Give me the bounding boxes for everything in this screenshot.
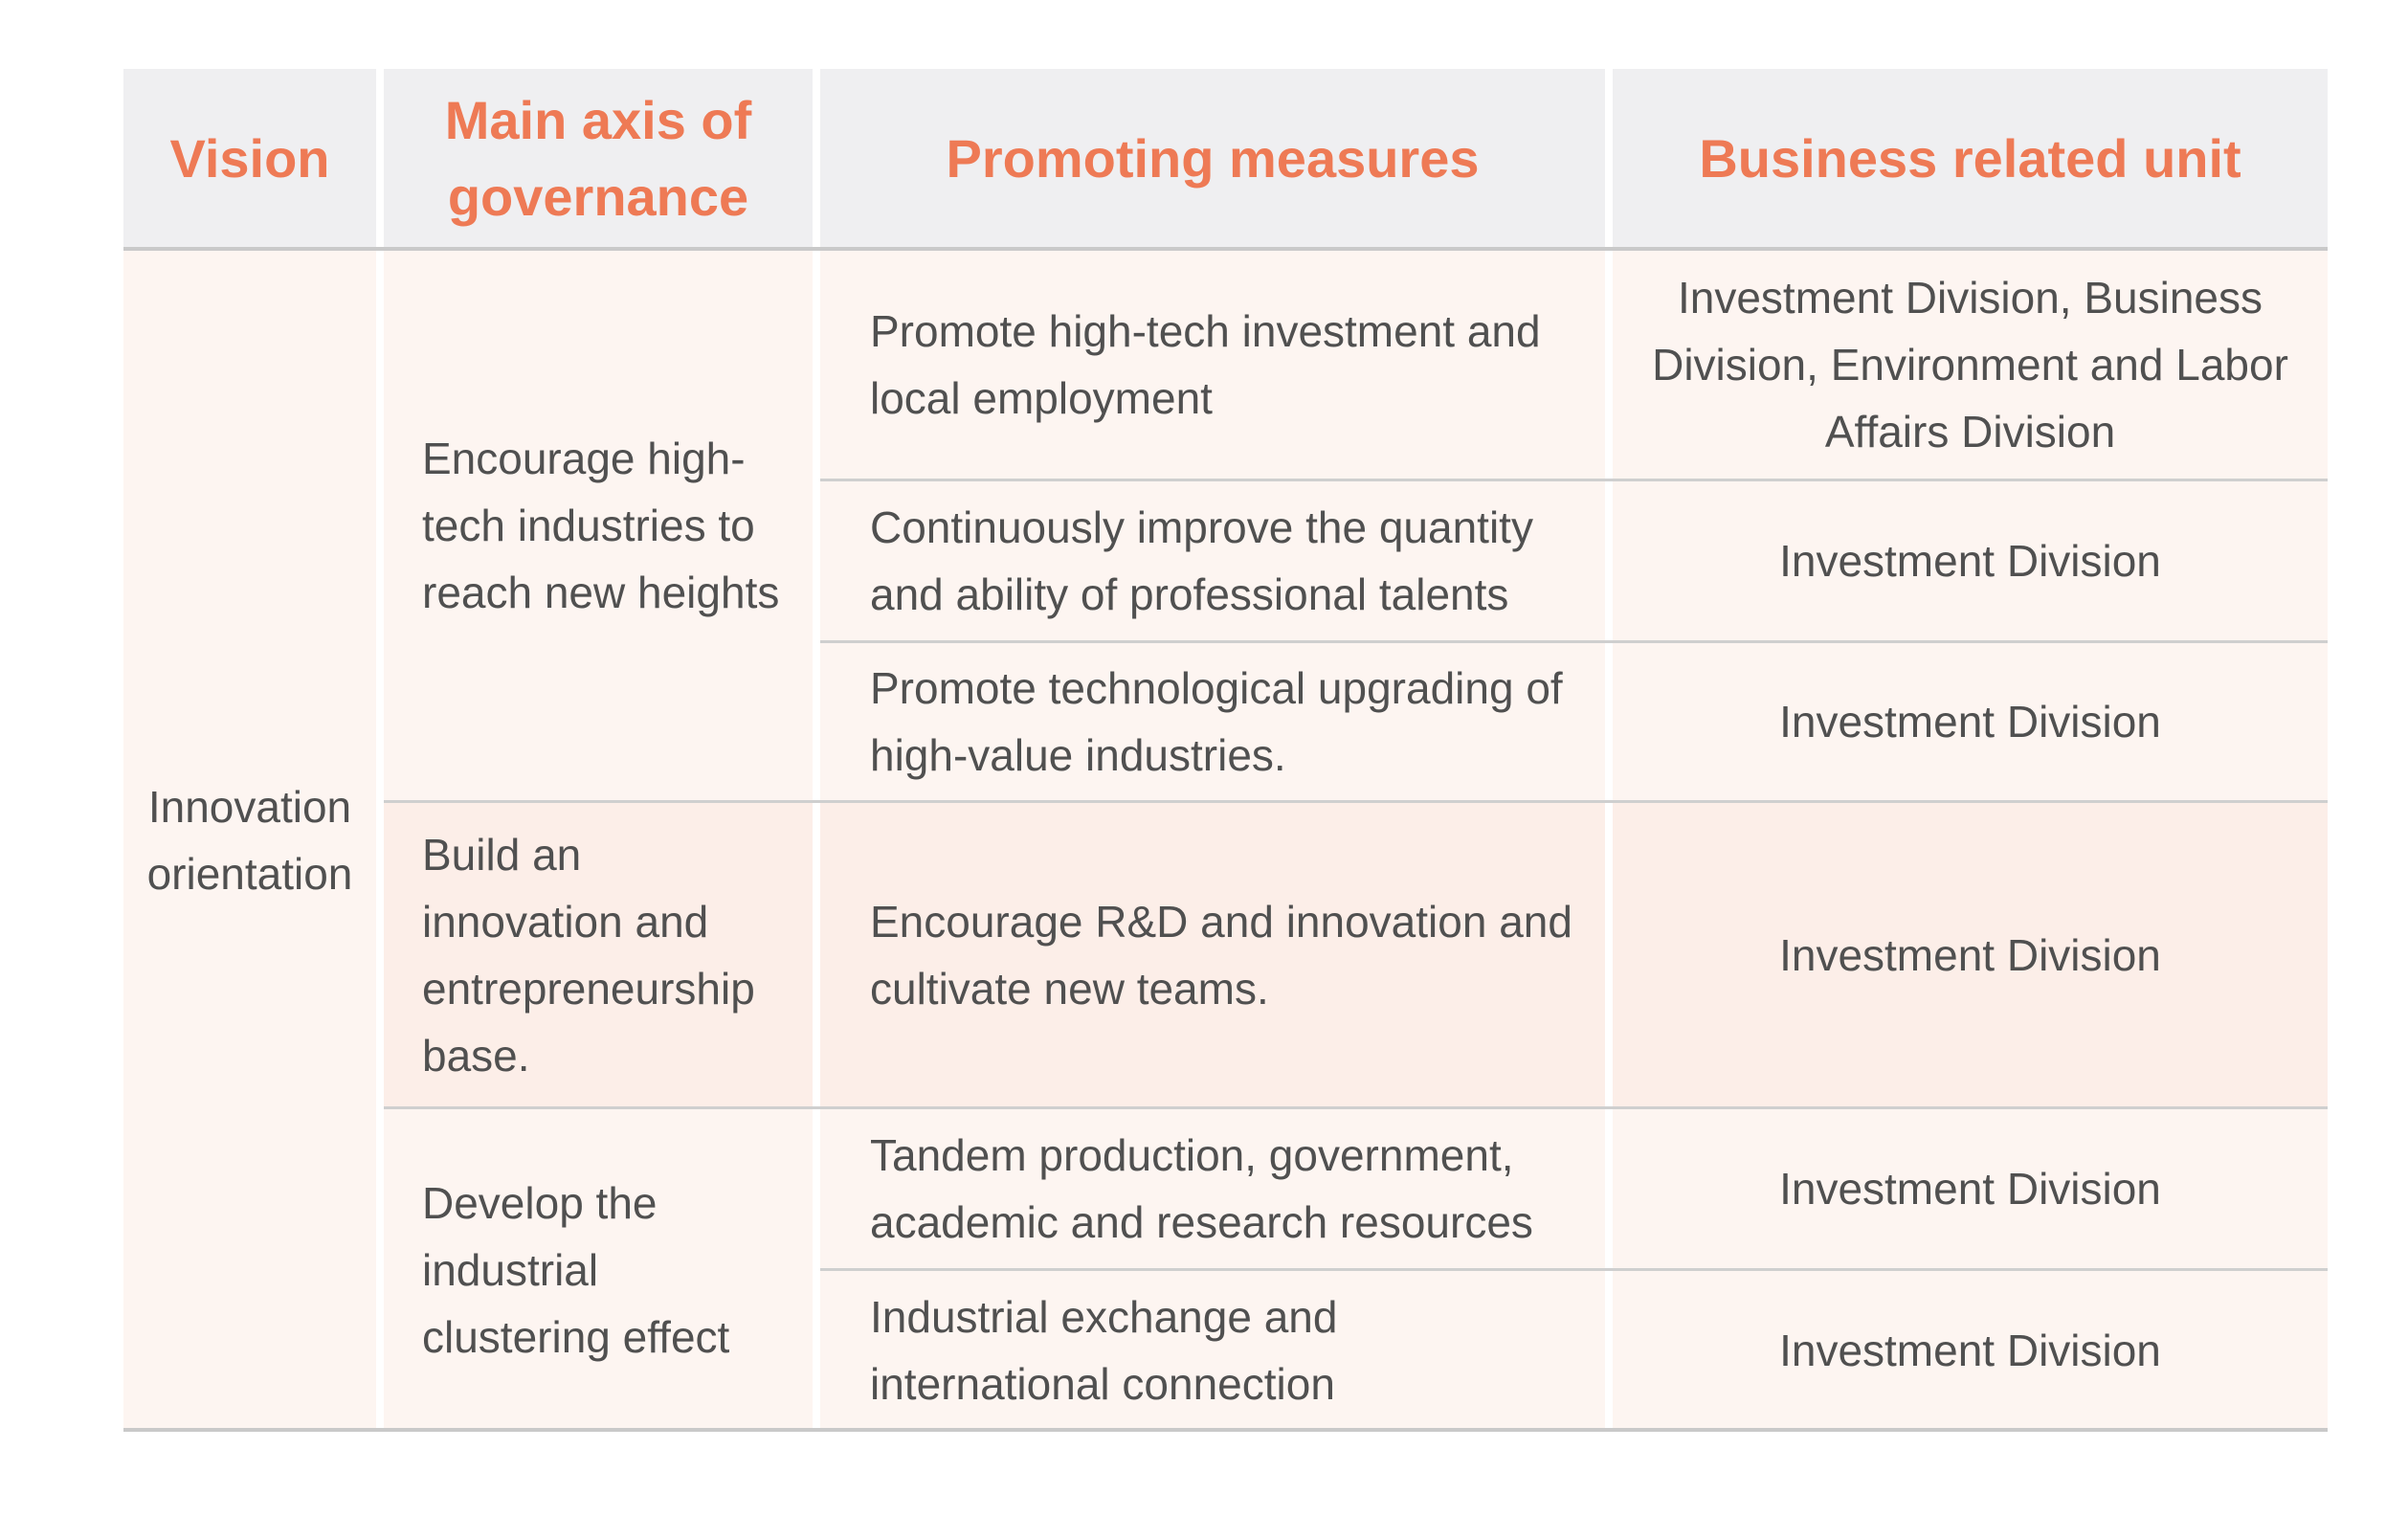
measure-cell-6: Industrial exchange and international co… <box>820 1271 1605 1430</box>
measure-cell-4: Encourage R&D and innovation and cultiva… <box>820 803 1605 1106</box>
unit-cell-5: Investment Division <box>1613 1109 2328 1268</box>
group-divider-2 <box>384 1106 2328 1109</box>
measure-cell-3: Promote technological upgrading of high-… <box>820 643 1605 800</box>
header-promoting-measures-label: Promoting measures <box>946 128 1480 189</box>
axis-cell-2: Build an innovation and entrepreneurship… <box>384 803 813 1106</box>
header-divider <box>123 247 2328 251</box>
header-business-unit: Business related unit <box>1613 69 2328 249</box>
row-divider-2 <box>820 640 2328 643</box>
unit-text-6: Investment Division <box>1779 1326 2161 1375</box>
measure-text-3: Promote technological upgrading of high-… <box>870 663 1563 780</box>
vision-cell: Innovation orientation <box>123 251 376 1430</box>
unit-cell-6: Investment Division <box>1613 1271 2328 1430</box>
measure-text-5: Tandem production, government, academic … <box>870 1130 1533 1247</box>
measure-text-6: Industrial exchange and international co… <box>870 1292 1338 1409</box>
unit-cell-3: Investment Division <box>1613 643 2328 800</box>
unit-text-5: Investment Division <box>1779 1164 2161 1214</box>
unit-cell-1: Investment Division, Business Division, … <box>1613 251 2328 479</box>
unit-cell-2: Investment Division <box>1613 481 2328 640</box>
axis-cell-3: Develop the industrial clustering effect <box>384 1109 813 1430</box>
header-vision-label: Vision <box>169 128 330 189</box>
table-bottom-rule <box>123 1428 2328 1432</box>
group-divider-1 <box>384 800 2328 803</box>
row-divider-5 <box>820 1268 2328 1271</box>
measure-cell-5: Tandem production, government, academic … <box>820 1109 1605 1268</box>
axis-text-3: Develop the industrial clustering effect <box>422 1177 730 1362</box>
measure-text-1: Promote high-tech investment and local e… <box>870 306 1541 423</box>
header-promoting-measures: Promoting measures <box>820 69 1605 249</box>
vision-text: Innovation orientation <box>146 782 353 899</box>
header-main-axis-label: Main axis of governance <box>444 90 752 227</box>
measure-text-4: Encourage R&D and innovation and cultiva… <box>870 896 1572 1014</box>
header-business-unit-label: Business related unit <box>1699 128 2241 189</box>
measure-cell-2: Continuously improve the quantity and ab… <box>820 481 1605 640</box>
governance-table: Vision Main axis of governance Promoting… <box>123 69 2328 1432</box>
measure-cell-1: Promote high-tech investment and local e… <box>820 251 1605 479</box>
header-vision: Vision <box>123 69 376 249</box>
header-main-axis: Main axis of governance <box>384 69 813 249</box>
unit-text-3: Investment Division <box>1779 697 2161 747</box>
unit-text-2: Investment Division <box>1779 536 2161 586</box>
axis-cell-1: Encourage high-tech industries to reach … <box>384 251 813 800</box>
unit-cell-4: Investment Division <box>1613 803 2328 1106</box>
axis-text-2: Build an innovation and entrepreneurship… <box>422 829 755 1081</box>
row-divider-1 <box>820 479 2328 481</box>
unit-text-4: Investment Division <box>1779 929 2161 980</box>
measure-text-2: Continuously improve the quantity and ab… <box>870 502 1533 619</box>
axis-text-1: Encourage high-tech industries to reach … <box>422 434 780 617</box>
unit-text-1: Investment Division, Business Division, … <box>1652 273 2288 457</box>
